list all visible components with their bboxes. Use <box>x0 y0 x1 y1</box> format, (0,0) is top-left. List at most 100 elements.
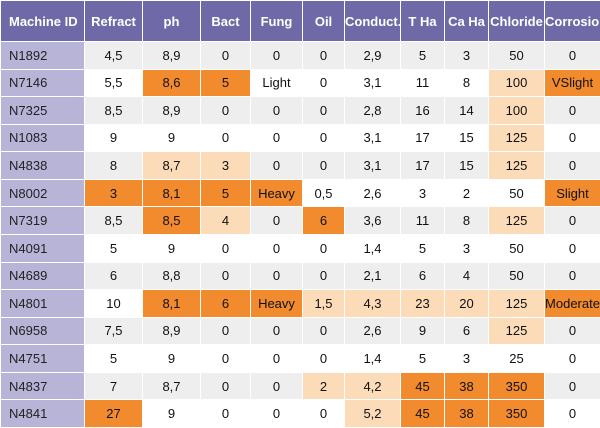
table-cell: 8,8 <box>142 261 201 291</box>
table-cell: 0 <box>302 151 345 180</box>
table-body: N1892 4,5 8,9 0 0 0 2,9 5 3 50 0 N7146 5,5 8,6 5 Light 0… <box>0 41 600 428</box>
table-row: N4689 6 8,8 0 0 0 2,1 6 4 50 0 <box>0 261 600 291</box>
table-cell: 50 <box>488 261 545 291</box>
table-cell: 3 <box>84 178 143 208</box>
table-cell: 0 <box>200 123 251 153</box>
table-cell: 100 <box>488 68 545 98</box>
table-cell: 0 <box>200 233 251 263</box>
table-cell: 3,1 <box>344 123 401 153</box>
table-cell: 8 <box>444 206 489 235</box>
table-cell: 25 <box>488 344 545 373</box>
table-cell: 3,6 <box>344 206 401 235</box>
table-cell: 8 <box>84 151 143 180</box>
table-cell: 0 <box>200 261 251 291</box>
table-cell: 6 <box>200 289 251 318</box>
table-cell: Light <box>250 68 303 98</box>
table-cell: 45 <box>400 399 445 428</box>
table-cell: 8,1 <box>142 178 201 208</box>
table-cell: 0 <box>544 96 600 125</box>
table-cell: 0 <box>302 41 345 70</box>
table-row: N6958 7,5 8,9 0 0 0 2,6 9 6 125 0 <box>0 316 600 346</box>
column-header: Ca Ha <box>444 0 489 42</box>
table-row: N4841 27 9 0 0 0 5,2 45 38 350 0 <box>0 399 600 428</box>
table-cell: 0 <box>250 316 303 346</box>
table-cell: 5 <box>84 344 143 373</box>
table-cell: 0 <box>250 261 303 291</box>
table-cell: 8,5 <box>84 96 143 125</box>
table-cell: 5 <box>200 68 251 98</box>
table-cell: 6 <box>400 261 445 291</box>
table-cell: 8 <box>444 68 489 98</box>
column-header: Machine ID <box>0 0 85 42</box>
table-cell: 0 <box>250 206 303 235</box>
table-cell: 0 <box>544 206 600 235</box>
column-header: Corrosion <box>544 0 600 42</box>
table-cell: 5 <box>400 344 445 373</box>
column-header: Fung <box>250 0 303 42</box>
machine-id-cell: N4091 <box>0 233 85 263</box>
table-row: N4838 8 8,7 3 0 0 3,1 17 15 125 0 <box>0 151 600 180</box>
table-row: N7146 5,5 8,6 5 Light 0 3,1 11 8 100 VSlight <box>0 68 600 98</box>
column-header: ph <box>142 0 201 42</box>
table-cell: 0 <box>200 399 251 428</box>
table-cell: 1,4 <box>344 344 401 373</box>
table-cell: 11 <box>400 68 445 98</box>
table-cell: 14 <box>444 96 489 125</box>
table-cell: 0 <box>250 96 303 125</box>
table-cell: 4,2 <box>344 371 401 401</box>
table-cell: Heavy <box>250 289 303 318</box>
column-header: Oil <box>302 0 345 42</box>
table-cell: Heavy <box>250 178 303 208</box>
table-cell: 3,1 <box>344 151 401 180</box>
table-cell: 9 <box>142 399 201 428</box>
table-cell: 50 <box>488 41 545 70</box>
column-header: Conduct. <box>344 0 401 42</box>
table-cell: 50 <box>488 233 545 263</box>
table-cell: 1,5 <box>302 289 345 318</box>
table-cell: 0 <box>200 41 251 70</box>
table-cell: 50 <box>488 178 545 208</box>
table-cell: Moderate <box>544 289 600 318</box>
table-cell: 45 <box>400 371 445 401</box>
table-cell: 0 <box>200 96 251 125</box>
table-cell: 11 <box>400 206 445 235</box>
machine-id-cell: N4838 <box>0 151 85 180</box>
table-cell: 5 <box>400 41 445 70</box>
table-cell: 125 <box>488 316 545 346</box>
machine-id-cell: N6958 <box>0 316 85 346</box>
table-cell: 3 <box>444 344 489 373</box>
table-row: N4751 5 9 0 0 0 1,4 5 3 25 0 <box>0 344 600 373</box>
table-row: N7319 8,5 8,5 4 0 6 3,6 11 8 125 0 <box>0 206 600 235</box>
table-cell: VSlight <box>544 68 600 98</box>
table-cell: 4 <box>444 261 489 291</box>
table-cell: 0 <box>544 123 600 153</box>
table-cell: 0 <box>544 41 600 70</box>
table-cell: 0 <box>302 96 345 125</box>
table-cell: 0 <box>302 233 345 263</box>
table-cell: 2 <box>444 178 489 208</box>
table-cell: 350 <box>488 399 545 428</box>
table-cell: 0 <box>544 261 600 291</box>
table-cell: 0 <box>544 371 600 401</box>
machine-id-cell: N1083 <box>0 123 85 153</box>
table-cell: 4,3 <box>344 289 401 318</box>
table-cell: 125 <box>488 123 545 153</box>
table-cell: 3 <box>400 178 445 208</box>
machine-id-cell: N7325 <box>0 96 85 125</box>
table-cell: 10 <box>84 289 143 318</box>
table-cell: 8,7 <box>142 151 201 180</box>
table-cell: 2 <box>302 371 345 401</box>
table-cell: 0 <box>302 261 345 291</box>
table-cell: 6 <box>84 261 143 291</box>
table-cell: 9 <box>142 123 201 153</box>
table-cell: 0 <box>544 316 600 346</box>
table-cell: 6 <box>444 316 489 346</box>
table-cell: 16 <box>400 96 445 125</box>
machine-id-cell: N4801 <box>0 289 85 318</box>
table-cell: 9 <box>142 344 201 373</box>
table-cell: Slight <box>544 178 600 208</box>
table-cell: 2,6 <box>344 178 401 208</box>
table-cell: 20 <box>444 289 489 318</box>
machine-id-cell: N4751 <box>0 344 85 373</box>
